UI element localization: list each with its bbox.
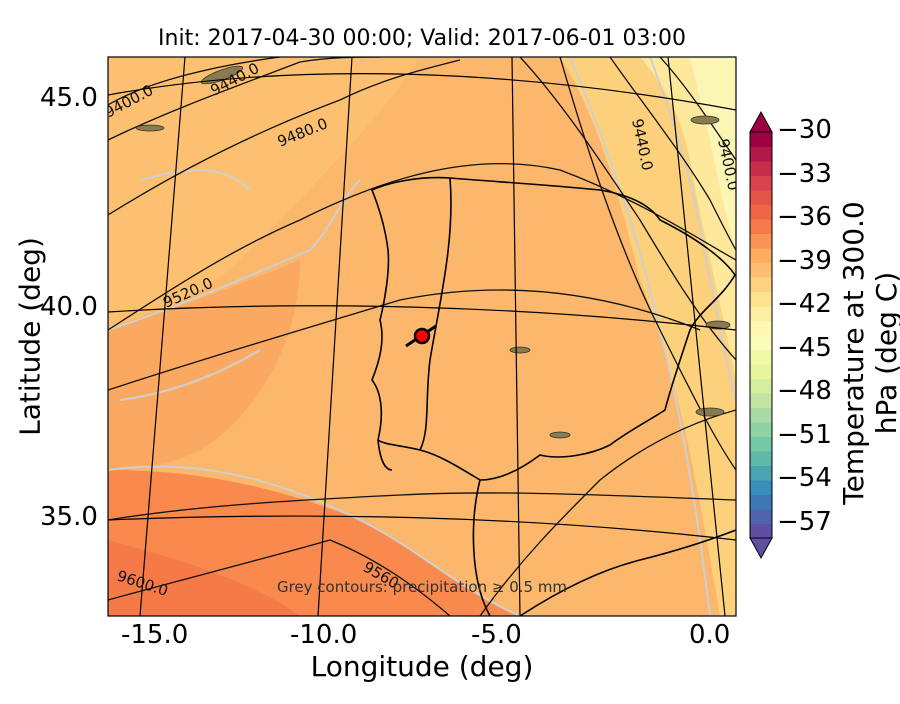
colorbar-tick-label: −36 [777, 202, 832, 232]
precipitation-note: Grey contours: precipitation ≥ 0.5 mm [276, 578, 568, 596]
x-tick-label: -15.0 [121, 620, 189, 650]
colorbar-tick-label: −42 [777, 289, 832, 319]
colorbar-swatch [750, 262, 772, 278]
colorbar [749, 110, 773, 560]
colorbar-tick-label: −30 [777, 115, 832, 145]
colorbar-swatch [750, 306, 772, 321]
colorbar-swatch [750, 175, 772, 191]
colorbar-tick-label: −48 [777, 376, 832, 406]
temperature-band-coldest [690, 57, 736, 250]
colorbar-swatch [750, 190, 772, 205]
y-tick-label: 45.0 [40, 83, 98, 113]
x-tick-label: -10.0 [290, 620, 358, 650]
colorbar-tick-label: −51 [777, 419, 832, 450]
colorbar-swatch [750, 407, 772, 423]
y-tick-label: 35.0 [40, 502, 98, 532]
colorbar-swatch [750, 509, 772, 524]
colorbar-swatch [750, 364, 772, 379]
colorbar-tick-label: −39 [777, 245, 832, 276]
marker-dot [413, 327, 431, 345]
x-tick-label: 0.0 [689, 620, 731, 650]
colorbar-swatch [750, 320, 772, 336]
colorbar-tick-label: −45 [777, 332, 832, 363]
coastline [370, 176, 736, 616]
temperature-band-cool [108, 57, 420, 330]
temperature-band-hottest [108, 540, 300, 616]
colorbar-swatch [750, 378, 772, 394]
colorbar-swatch [750, 161, 772, 176]
colorbar-swatch [750, 335, 772, 350]
colorbar-swatch [750, 393, 772, 408]
colorbar-max-extension [749, 110, 773, 133]
colorbar-swatch [750, 465, 772, 481]
colorbar-swatch [750, 523, 772, 539]
colorbar-swatch [750, 233, 772, 249]
graticule [108, 57, 736, 616]
colorbar-label: Temperature at 300.0 hPa (deg C) [837, 201, 900, 505]
colorbar-min-extension [749, 537, 773, 560]
colorbar-swatch [750, 248, 772, 263]
colorbar-frame [749, 131, 773, 539]
colorbar-swatch [750, 132, 772, 147]
x-axis-label: Longitude (deg) [310, 650, 534, 683]
map-title: Init: 2017-04-30 00:00; Valid: 2017-06-0… [158, 26, 686, 51]
colorbar-tick-label: −33 [777, 158, 832, 189]
terrain-patches [135, 65, 731, 439]
map-frame [107, 56, 737, 617]
map-area: 9400.0 9440.0 9480.0 9520.0 9560 9600.0 … [108, 57, 736, 616]
colorbar-tick-label: −54 [777, 463, 832, 493]
y-axis-label: Latitude (deg) [13, 237, 47, 436]
colorbar-swatch [750, 219, 772, 234]
station-marker [405, 324, 437, 348]
colorbar-swatch [750, 146, 772, 162]
y-tick-label: 40.0 [40, 292, 98, 322]
colorbar-tick-label: −57 [777, 506, 832, 537]
colorbar-swatch [750, 451, 772, 466]
colorbar-swatch [750, 422, 772, 437]
colorbar-swatch [750, 349, 772, 365]
colorbar-swatch [750, 277, 772, 292]
colorbar-swatch [750, 204, 772, 220]
temperature-band-cooler [560, 57, 736, 616]
x-tick-label: -5.0 [471, 620, 522, 650]
colorbar-swatch [750, 494, 772, 510]
colorbar-swatch [750, 480, 772, 495]
colorbar-swatch [750, 291, 772, 307]
colorbar-swatch [750, 436, 772, 452]
